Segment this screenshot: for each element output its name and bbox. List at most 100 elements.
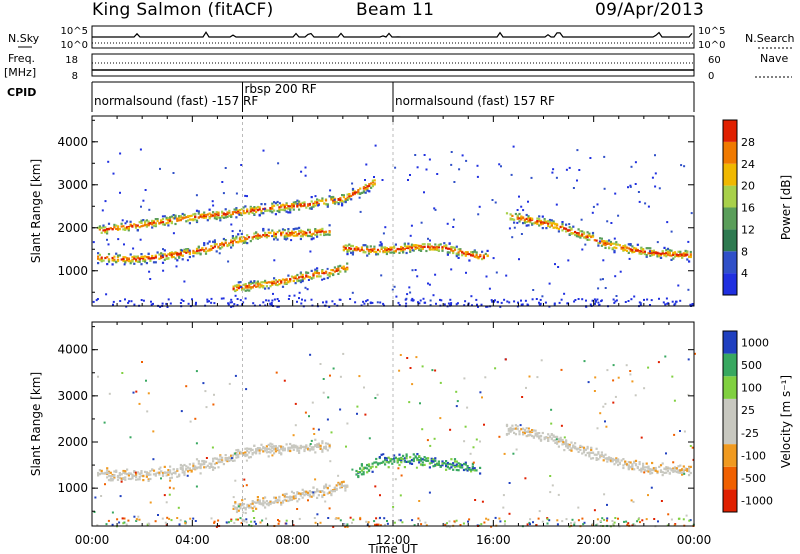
- data-cell: [107, 259, 111, 262]
- ground-cell: [123, 521, 126, 524]
- data-cell: [538, 437, 541, 440]
- ground-cell: [107, 519, 110, 522]
- data-cell: [260, 212, 263, 215]
- noise-cell: [262, 149, 265, 152]
- data-cell: [244, 454, 247, 458]
- noise-cell: [536, 376, 539, 379]
- data-cell: [256, 496, 259, 499]
- data-cell: [310, 206, 313, 209]
- data-cell: [142, 479, 145, 482]
- ground-cell: [192, 517, 195, 520]
- ground-cell: [462, 522, 465, 525]
- noise-cell: [306, 288, 309, 291]
- data-cell: [244, 283, 247, 286]
- data-cell: [604, 243, 607, 247]
- noise-cell: [356, 412, 358, 415]
- data-cell: [232, 507, 235, 510]
- data-cell: [604, 246, 607, 249]
- data-cell: [462, 252, 466, 255]
- data-cell: [299, 237, 302, 241]
- data-cell: [298, 492, 301, 495]
- ground-cell: [637, 518, 640, 521]
- data-cell: [330, 272, 333, 275]
- data-cell: [452, 246, 455, 249]
- data-cell: [290, 203, 294, 206]
- ground-cell: [595, 524, 598, 527]
- data-cell: [452, 250, 455, 253]
- ground-cell: [600, 299, 603, 302]
- noise-cell: [172, 487, 175, 490]
- ground-cell: [210, 297, 213, 300]
- noise-cell: [587, 381, 590, 384]
- noise-cell: [133, 515, 136, 518]
- noise-cell: [195, 442, 198, 445]
- data-cell: [548, 435, 552, 438]
- data-cell: [199, 467, 202, 470]
- ground-cell: [245, 521, 248, 524]
- data-cell: [274, 496, 277, 499]
- data-cell: [366, 471, 369, 474]
- data-cell: [104, 256, 107, 260]
- noise-cell: [475, 438, 478, 441]
- data-cell: [604, 457, 607, 460]
- data-cell: [324, 233, 328, 236]
- data-cell: [219, 216, 222, 219]
- data-cell: [206, 242, 209, 245]
- data-cell: [147, 222, 150, 225]
- noise-cell: [328, 507, 331, 510]
- data-cell: [385, 249, 388, 252]
- noise-cell: [112, 477, 115, 480]
- data-cell: [312, 494, 315, 497]
- ground-cell: [673, 524, 676, 527]
- data-cell: [242, 212, 245, 215]
- data-cell: [147, 220, 150, 223]
- data-cell: [486, 249, 489, 252]
- data-cell: [604, 453, 607, 456]
- data-cell: [127, 477, 130, 480]
- ground-cell: [539, 298, 542, 301]
- data-cell: [675, 470, 678, 474]
- data-cell: [479, 472, 482, 475]
- ground-cell: [411, 297, 414, 300]
- data-cell: [651, 254, 654, 257]
- ground-cell: [327, 517, 330, 519]
- data-cell: [165, 257, 168, 260]
- data-cell: [136, 224, 139, 227]
- data-cell: [296, 445, 299, 448]
- noise-cell: [504, 358, 507, 361]
- data-cell: [310, 495, 313, 498]
- noise-cell: [584, 243, 587, 246]
- data-cell: [183, 216, 186, 219]
- noise-cell: [557, 266, 560, 268]
- data-cell: [237, 456, 240, 459]
- noise-cell: [235, 192, 238, 195]
- data-cell: [574, 230, 577, 234]
- data-cell: [278, 451, 281, 454]
- data-cell: [423, 245, 426, 248]
- data-cell: [341, 202, 344, 205]
- data-cell: [434, 246, 437, 249]
- noise-cell: [123, 263, 126, 266]
- data-cell: [350, 198, 353, 201]
- data-cell: [235, 456, 238, 459]
- data-cell: [271, 446, 274, 449]
- noise-cell: [502, 494, 505, 497]
- noise-cell: [252, 510, 255, 512]
- noise-cell: [212, 403, 215, 406]
- data-cell: [237, 450, 240, 453]
- data-cell: [181, 471, 184, 474]
- data-cell: [340, 266, 343, 269]
- data-cell: [332, 195, 335, 199]
- noise-cell: [627, 522, 630, 525]
- data-cell: [232, 285, 235, 288]
- data-cell: [651, 251, 654, 254]
- data-cell: [296, 199, 299, 202]
- data-cell: [116, 227, 120, 231]
- ground-cell: [351, 521, 353, 524]
- data-cell: [147, 478, 150, 481]
- data-cell: [188, 218, 191, 221]
- data-cell: [556, 227, 559, 230]
- ground-cell: [189, 517, 192, 520]
- data-cell: [432, 458, 435, 461]
